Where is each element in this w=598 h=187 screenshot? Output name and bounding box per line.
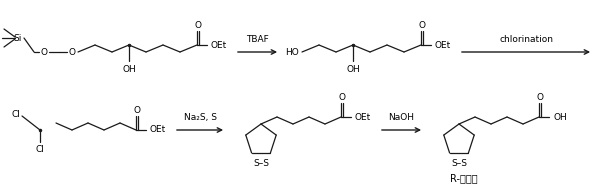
Text: chlorination: chlorination [499, 35, 553, 44]
Text: O: O [536, 93, 544, 102]
Text: Cl: Cl [35, 145, 44, 154]
Text: HO: HO [285, 47, 299, 56]
Text: S–S: S–S [451, 160, 467, 168]
Text: O: O [69, 47, 75, 56]
Text: OEt: OEt [150, 125, 166, 134]
Text: OH: OH [553, 113, 567, 122]
Text: TBAF: TBAF [246, 35, 269, 44]
Text: O: O [194, 21, 202, 30]
Text: Cl: Cl [12, 110, 21, 119]
Text: Na₂S, S: Na₂S, S [184, 113, 216, 122]
Text: O: O [41, 47, 47, 56]
Text: OEt: OEt [211, 41, 227, 50]
Text: OEt: OEt [435, 41, 451, 50]
Text: OEt: OEt [355, 113, 371, 122]
Text: Si: Si [14, 33, 22, 42]
Text: O: O [133, 105, 141, 114]
Text: OH: OH [346, 65, 360, 73]
Text: O: O [338, 93, 346, 102]
Text: O: O [419, 21, 426, 30]
Text: OH: OH [122, 65, 136, 73]
Text: S–S: S–S [253, 160, 269, 168]
Text: NaOH: NaOH [389, 113, 414, 122]
Text: R-硫辛酸: R-硫辛酸 [450, 173, 478, 183]
